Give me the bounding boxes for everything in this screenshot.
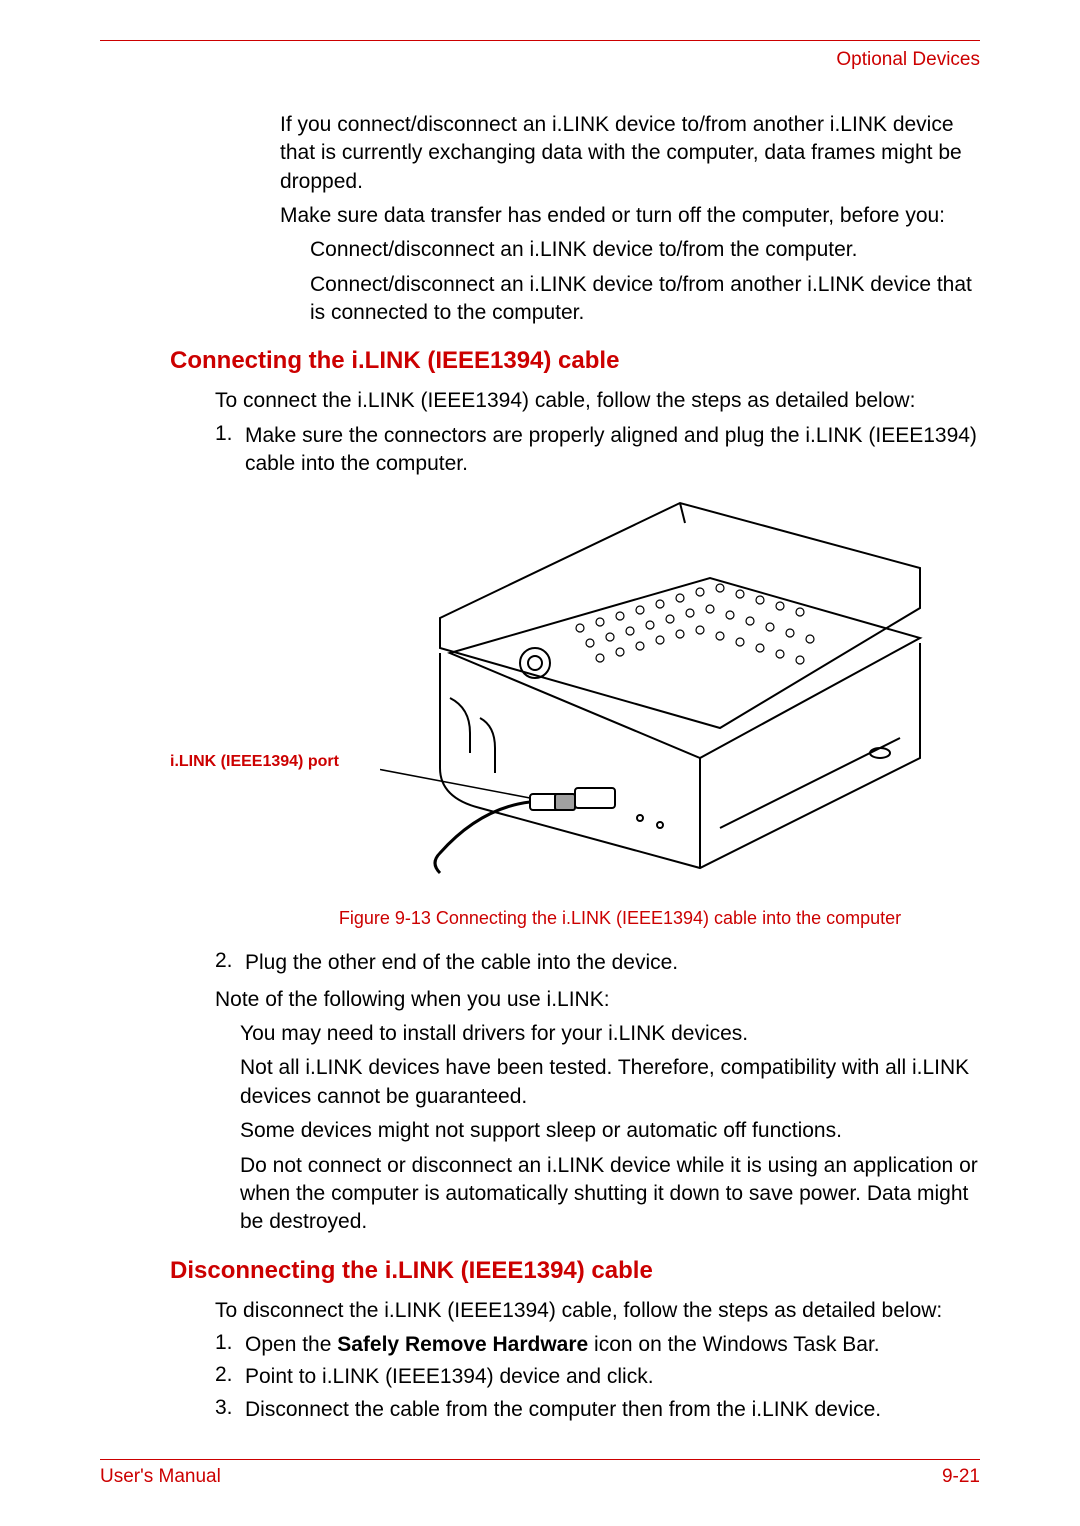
page: Optional Devices If you connect/disconne… bbox=[0, 0, 1080, 1526]
step-text: Open the Safely Remove Hardware icon on … bbox=[245, 1331, 880, 1359]
note-lead: Note of the following when you use i.LIN… bbox=[215, 986, 980, 1014]
figure-port-label: i.LINK (IEEE1394) port bbox=[170, 753, 339, 771]
note-item-1: You may need to install drivers for your… bbox=[240, 1020, 980, 1048]
step-text: Plug the other end of the cable into the… bbox=[245, 949, 678, 977]
intro-paragraph-1: If you connect/disconnect an i.LINK devi… bbox=[280, 111, 980, 196]
step1-part-a: Open the bbox=[245, 1333, 337, 1356]
disconnect-step-2: 2. Point to i.LINK (IEEE1394) device and… bbox=[215, 1363, 980, 1391]
step1-bold: Safely Remove Hardware bbox=[337, 1333, 588, 1356]
step-number: 2. bbox=[215, 1363, 245, 1391]
footer-right: 9-21 bbox=[942, 1466, 980, 1488]
step-text: Make sure the connectors are properly al… bbox=[245, 422, 980, 479]
footer-rule bbox=[100, 1459, 980, 1460]
footer: User's Manual 9-21 bbox=[100, 1459, 980, 1488]
step-number: 2. bbox=[215, 949, 245, 977]
step-number: 3. bbox=[215, 1396, 245, 1424]
step-text: Point to i.LINK (IEEE1394) device and cl… bbox=[245, 1363, 654, 1391]
note-item-4: Do not connect or disconnect an i.LINK d… bbox=[240, 1152, 980, 1237]
note-item-2: Not all i.LINK devices have been tested.… bbox=[240, 1054, 980, 1111]
laptop-illustration-icon bbox=[380, 498, 940, 878]
connect-heading: Connecting the i.LINK (IEEE1394) cable bbox=[170, 347, 980, 375]
connect-step-1: 1. Make sure the connectors are properly… bbox=[215, 422, 980, 479]
disconnect-step-1: 1. Open the Safely Remove Hardware icon … bbox=[215, 1331, 980, 1359]
figure-caption: Figure 9-13 Connecting the i.LINK (IEEE1… bbox=[260, 908, 980, 929]
step1-part-c: icon on the Windows Task Bar. bbox=[588, 1333, 879, 1356]
footer-left: User's Manual bbox=[100, 1466, 221, 1488]
step-number: 1. bbox=[215, 1331, 245, 1359]
disconnect-step-3: 3. Disconnect the cable from the compute… bbox=[215, 1396, 980, 1424]
figure-ilink: i.LINK (IEEE1394) port bbox=[100, 498, 980, 898]
intro-bullet-1: Connect/disconnect an i.LINK device to/f… bbox=[310, 236, 980, 264]
disconnect-lead: To disconnect the i.LINK (IEEE1394) cabl… bbox=[215, 1297, 980, 1325]
disconnect-heading: Disconnecting the i.LINK (IEEE1394) cabl… bbox=[170, 1257, 980, 1285]
step-number: 1. bbox=[215, 422, 245, 479]
connect-step-2: 2. Plug the other end of the cable into … bbox=[215, 949, 980, 977]
header-rule bbox=[100, 40, 980, 41]
note-item-3: Some devices might not support sleep or … bbox=[240, 1117, 980, 1145]
header-section-title: Optional Devices bbox=[100, 49, 980, 71]
intro-paragraph-2: Make sure data transfer has ended or tur… bbox=[280, 202, 980, 230]
step-text: Disconnect the cable from the computer t… bbox=[245, 1396, 881, 1424]
intro-bullet-2: Connect/disconnect an i.LINK device to/f… bbox=[310, 271, 980, 328]
connect-lead: To connect the i.LINK (IEEE1394) cable, … bbox=[215, 387, 980, 415]
